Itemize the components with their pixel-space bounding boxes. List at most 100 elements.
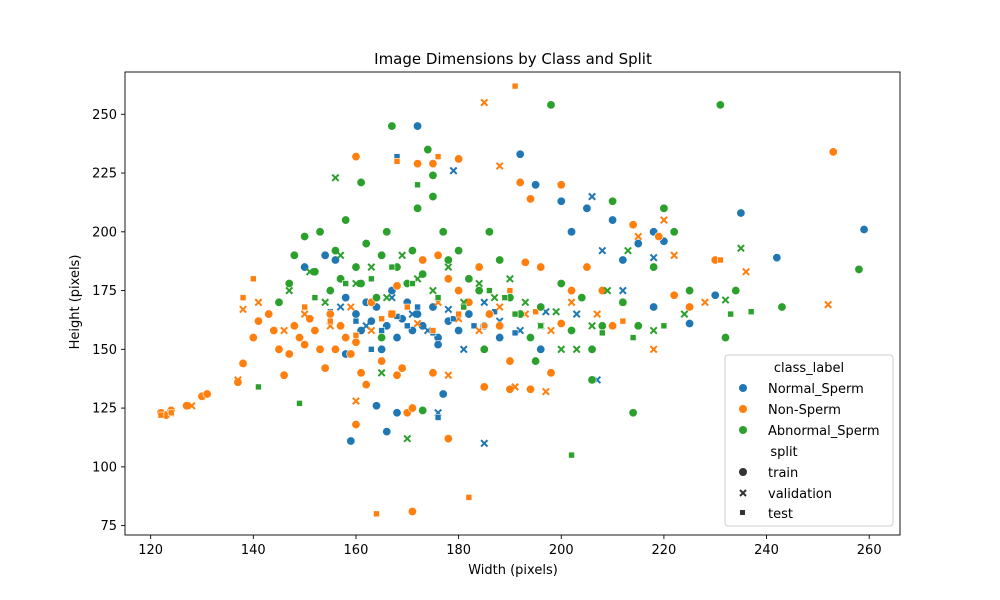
point-non-sperm-validation-5 (280, 326, 289, 335)
point-non-sperm-train-10 (264, 309, 274, 319)
point-non-sperm-train-38 (418, 255, 428, 265)
point-abnormal-sperm-train-23 (428, 192, 438, 202)
legend-marker-test (740, 510, 745, 515)
point-normal-sperm-train-30 (608, 215, 618, 225)
point-non-sperm-train-36 (407, 403, 417, 413)
point-normal-sperm-train-4 (351, 309, 361, 319)
point-abnormal-sperm-train-19 (407, 246, 417, 256)
point-non-sperm-validation-25 (480, 98, 489, 107)
point-abnormal-sperm-validation-2 (321, 298, 330, 307)
point-normal-sperm-validation-13 (598, 246, 607, 255)
point-non-sperm-train-27 (351, 337, 361, 347)
point-normal-sperm-validation-0 (336, 303, 345, 311)
legend-marker-train (739, 468, 747, 476)
legend-label-validation: validation (768, 487, 832, 502)
point-non-sperm-train-33 (392, 370, 402, 380)
point-non-sperm-test-3 (250, 275, 257, 283)
point-normal-sperm-train-1 (320, 250, 330, 260)
point-non-sperm-validation-30 (444, 371, 453, 380)
point-non-sperm-validation-29 (511, 383, 519, 391)
point-non-sperm-train-39 (428, 368, 438, 378)
point-abnormal-sperm-train-24 (438, 227, 448, 237)
point-normal-sperm-train-28 (567, 227, 577, 237)
point-non-sperm-train-71 (454, 154, 464, 164)
point-abnormal-sperm-train-10 (351, 262, 361, 272)
point-normal-sperm-test-1 (352, 317, 360, 325)
point-normal-sperm-train-42 (413, 121, 423, 131)
legend-label-normal-sperm: Normal_Sperm (768, 382, 864, 397)
point-normal-sperm-train-21 (454, 326, 464, 336)
point-normal-sperm-train-35 (736, 208, 746, 218)
point-abnormal-sperm-test-11 (537, 322, 545, 330)
legend-marker-validation (739, 489, 747, 497)
x-tick-label-120: 120 (138, 543, 163, 558)
point-abnormal-sperm-train-29 (484, 227, 494, 237)
point-normal-sperm-validation-16 (480, 439, 489, 448)
legend-marker-normal-sperm (739, 384, 747, 392)
point-non-sperm-validation-17 (547, 326, 555, 335)
point-abnormal-sperm-test-0 (255, 383, 262, 391)
point-abnormal-sperm-train-5 (315, 227, 325, 237)
point-non-sperm-validation-9 (367, 326, 376, 335)
point-normal-sperm-test-11 (511, 329, 519, 337)
point-non-sperm-train-25 (341, 333, 351, 343)
point-abnormal-sperm-validation-9 (429, 286, 437, 295)
y-tick-label-125: 125 (92, 402, 117, 417)
point-normal-sperm-train-26 (531, 180, 541, 190)
point-abnormal-sperm-validation-20 (603, 286, 612, 295)
point-non-sperm-train-8 (248, 333, 258, 343)
point-non-sperm-train-49 (525, 194, 535, 204)
point-non-sperm-validation-22 (670, 251, 679, 260)
chart-title: Image Dimensions by Class and Split (374, 50, 652, 68)
point-non-sperm-validation-15 (495, 303, 504, 311)
points-layer (156, 82, 869, 518)
point-non-sperm-train-16 (295, 333, 305, 343)
point-non-sperm-train-45 (484, 309, 494, 319)
point-abnormal-sperm-train-41 (608, 196, 618, 206)
point-normal-sperm-train-47 (618, 255, 628, 265)
point-abnormal-sperm-train-9 (341, 215, 351, 225)
point-normal-sperm-train-48 (649, 302, 659, 312)
point-non-sperm-train-58 (654, 232, 664, 242)
point-abnormal-sperm-train-57 (428, 170, 438, 180)
x-tick-label-140: 140 (241, 543, 266, 558)
point-abnormal-sperm-train-0 (274, 297, 284, 307)
point-abnormal-sperm-train-34 (536, 302, 546, 312)
legend-hue-title: class_label (774, 361, 844, 376)
point-abnormal-sperm-train-38 (577, 293, 587, 303)
point-non-sperm-train-60 (685, 302, 695, 312)
point-normal-sperm-train-45 (433, 340, 443, 350)
point-non-sperm-train-53 (567, 286, 577, 296)
point-normal-sperm-train-24 (495, 333, 505, 343)
point-non-sperm-validation-3 (239, 305, 247, 314)
point-non-sperm-test-2 (239, 294, 247, 301)
point-non-sperm-validation-11 (413, 319, 422, 328)
axes-layer: 120 140 160 180 200 220 240 260 75 100 125 150 175 20… (92, 71, 901, 558)
point-non-sperm-validation-18 (567, 298, 576, 307)
point-abnormal-sperm-train-54 (418, 405, 428, 415)
point-abnormal-sperm-validation-28 (377, 368, 386, 377)
point-non-sperm-train-29 (361, 380, 371, 390)
point-non-sperm-validation-2 (234, 375, 242, 384)
point-abnormal-sperm-train-46 (659, 203, 669, 213)
point-abnormal-sperm-validation-23 (680, 310, 689, 318)
legend-label-train: train (768, 466, 798, 481)
point-abnormal-sperm-validation-25 (736, 244, 745, 253)
point-non-sperm-test-7 (378, 315, 385, 323)
point-non-sperm-train-50 (536, 262, 546, 272)
point-abnormal-sperm-train-12 (361, 239, 371, 249)
point-non-sperm-train-54 (582, 262, 592, 272)
point-normal-sperm-train-40 (382, 427, 392, 437)
point-abnormal-sperm-train-37 (567, 326, 577, 336)
point-non-sperm-validation-24 (824, 300, 833, 309)
point-abnormal-sperm-train-13 (371, 293, 381, 303)
point-abnormal-sperm-train-45 (649, 262, 659, 272)
legend-marker-non-sperm (739, 405, 747, 413)
point-non-sperm-train-44 (474, 262, 484, 272)
point-non-sperm-test-15 (506, 287, 514, 294)
point-abnormal-sperm-train-44 (633, 321, 643, 331)
point-normal-sperm-validation-5 (444, 305, 453, 314)
point-normal-sperm-train-38 (371, 401, 381, 411)
point-abnormal-sperm-train-48 (685, 286, 695, 296)
